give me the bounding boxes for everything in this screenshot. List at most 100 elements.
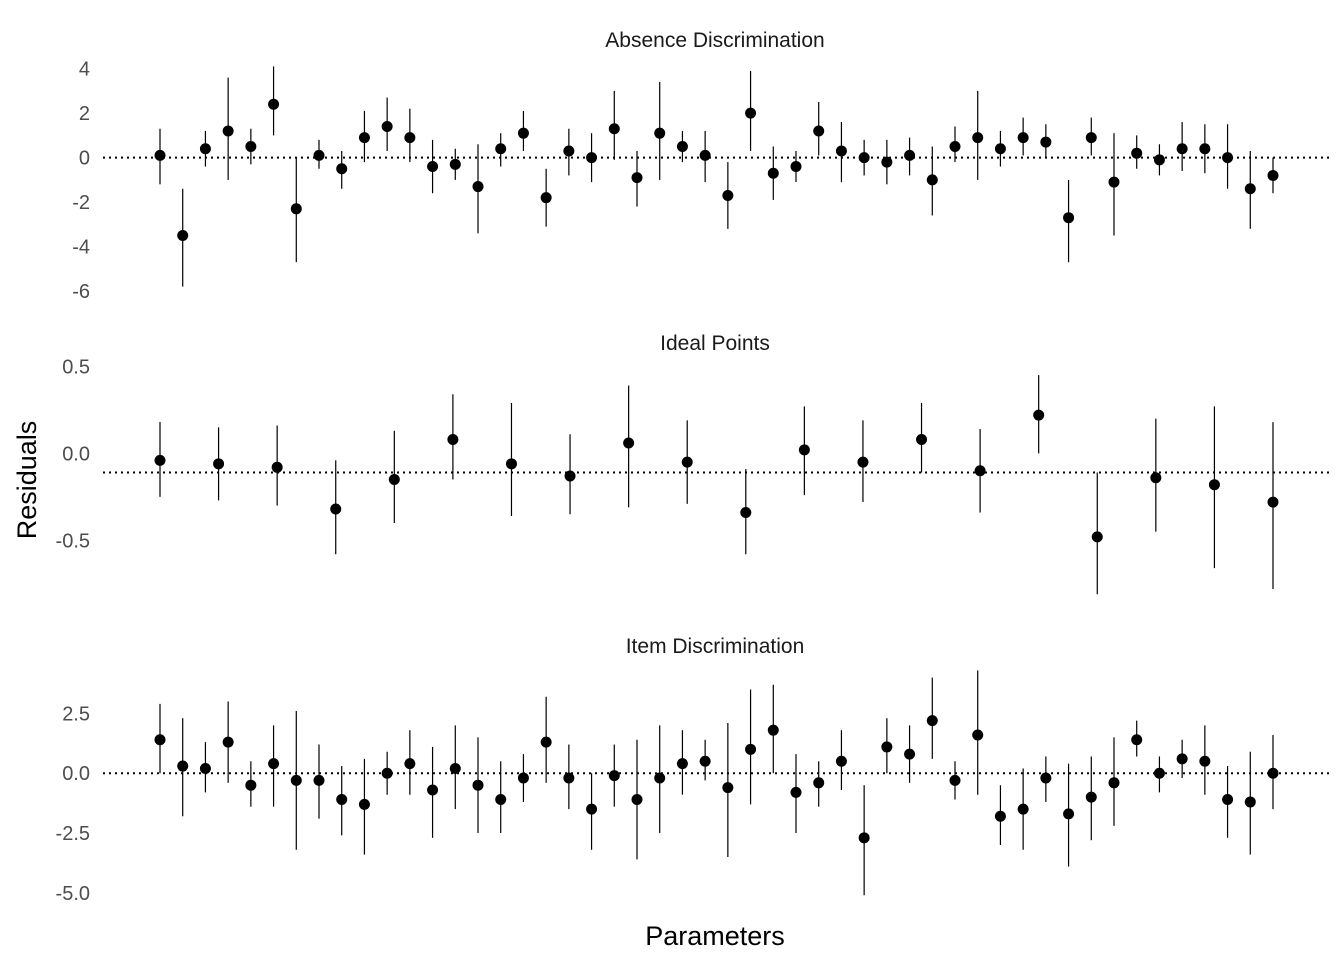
data-point — [404, 758, 416, 770]
data-point — [745, 743, 757, 755]
data-point — [722, 189, 734, 201]
data-point — [381, 767, 393, 779]
data-point — [1131, 734, 1143, 746]
data-point — [949, 141, 961, 153]
data-point — [290, 203, 302, 215]
data-point — [245, 141, 257, 153]
data-point — [268, 758, 280, 770]
data-point — [926, 715, 938, 727]
data-point — [790, 161, 802, 173]
data-point — [813, 777, 825, 789]
data-point — [245, 779, 257, 791]
y-tick-label: 2.5 — [62, 703, 90, 725]
data-point — [1108, 777, 1120, 789]
data-point — [798, 444, 810, 456]
y-tick-label: -5.0 — [56, 883, 90, 905]
data-point — [857, 456, 869, 468]
data-point — [271, 461, 283, 473]
data-point — [540, 192, 552, 204]
data-point — [472, 181, 484, 193]
data-point — [199, 143, 211, 155]
data-point — [154, 454, 166, 466]
data-point — [631, 794, 643, 806]
data-point — [495, 794, 507, 806]
data-point — [1222, 794, 1234, 806]
panel-item-discrimination: Item Discrimination 2.5 0.0 -2.5 -5.0 — [56, 635, 1330, 905]
data-point — [1131, 147, 1143, 159]
y-tick-label: -0.5 — [56, 530, 90, 552]
data-point — [213, 458, 225, 470]
data-point — [447, 433, 459, 445]
data-point — [517, 127, 529, 139]
data-point — [1267, 169, 1279, 181]
data-point — [1244, 796, 1256, 808]
y-tick-label: 0.0 — [62, 763, 90, 785]
data-point — [563, 772, 575, 784]
data-point — [904, 149, 916, 161]
data-point — [154, 734, 166, 746]
data-point — [631, 172, 643, 184]
data-point — [654, 772, 666, 784]
data-point — [835, 145, 847, 157]
data-point — [676, 758, 688, 770]
data-point — [1267, 496, 1279, 508]
data-point — [699, 149, 711, 161]
data-point — [540, 736, 552, 748]
data-point — [608, 770, 620, 782]
data-point — [767, 167, 779, 179]
data-point — [994, 143, 1006, 155]
panel-ideal-points: Ideal Points 0.5 0.0 -0.5 — [56, 332, 1330, 595]
data-point — [427, 161, 439, 173]
y-tick-label: 2 — [79, 103, 90, 125]
data-point — [427, 784, 439, 796]
data-point — [1153, 154, 1165, 166]
data-point — [313, 149, 325, 161]
data-point — [813, 125, 825, 137]
data-point — [336, 163, 348, 175]
data-point — [586, 803, 598, 815]
data-point — [1085, 132, 1097, 144]
y-tick-label: -4 — [72, 237, 90, 259]
data-point — [154, 149, 166, 161]
data-point — [564, 470, 576, 482]
data-point — [1244, 183, 1256, 195]
data-point — [1176, 143, 1188, 155]
data-point — [313, 774, 325, 786]
data-point — [1150, 472, 1162, 484]
y-tick-label: -6 — [72, 281, 90, 303]
data-point — [1153, 767, 1165, 779]
data-point — [740, 507, 752, 519]
panel-title: Ideal Points — [660, 332, 770, 355]
data-point — [517, 772, 529, 784]
data-point — [1222, 152, 1234, 164]
data-point — [881, 156, 893, 168]
data-point — [1040, 136, 1052, 148]
data-point — [1091, 531, 1103, 543]
data-point — [676, 141, 688, 153]
data-point — [916, 433, 928, 445]
data-point — [1063, 212, 1075, 224]
data-point — [972, 729, 984, 741]
data-point — [404, 132, 416, 144]
y-tick-label: 4 — [79, 59, 90, 81]
data-point — [1108, 176, 1120, 188]
data-point — [358, 132, 370, 144]
data-point — [699, 755, 711, 767]
data-point — [1176, 753, 1188, 765]
data-point — [1040, 772, 1052, 784]
data-point — [654, 127, 666, 139]
data-point — [222, 125, 234, 137]
data-point — [222, 736, 234, 748]
data-point — [199, 762, 211, 774]
panel-absence-discrimination: Absence Discrimination 4 2 0 -2 -4 -6 — [72, 29, 1330, 303]
y-tick-label: 0 — [79, 148, 90, 170]
data-point — [330, 503, 342, 515]
data-point — [1267, 767, 1279, 779]
data-point — [381, 121, 393, 133]
data-point — [177, 760, 189, 772]
data-point — [858, 832, 870, 844]
data-point — [974, 465, 986, 477]
y-tick-label: -2 — [72, 192, 90, 214]
data-point — [881, 741, 893, 753]
